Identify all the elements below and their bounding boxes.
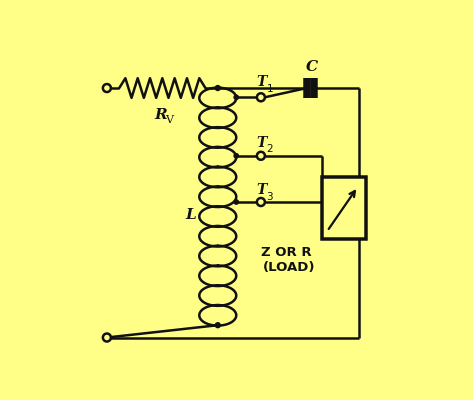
Text: L: L	[185, 208, 196, 222]
Circle shape	[234, 95, 238, 100]
Circle shape	[103, 84, 111, 92]
Text: Z OR R: Z OR R	[261, 246, 312, 259]
Text: T: T	[256, 76, 267, 90]
Bar	[323, 177, 366, 239]
Text: 1: 1	[266, 84, 273, 94]
Circle shape	[257, 152, 265, 160]
Circle shape	[234, 200, 238, 204]
Text: 2: 2	[266, 144, 273, 154]
Text: R: R	[155, 108, 167, 122]
Text: C: C	[306, 60, 318, 74]
Circle shape	[103, 334, 111, 342]
Text: T: T	[256, 136, 267, 150]
Circle shape	[257, 93, 265, 101]
Circle shape	[215, 323, 220, 328]
Text: 3: 3	[266, 192, 273, 202]
Circle shape	[257, 198, 265, 206]
Circle shape	[215, 86, 220, 90]
Text: T: T	[256, 183, 267, 197]
Text: (LOAD): (LOAD)	[263, 261, 315, 274]
Circle shape	[234, 154, 238, 158]
Text: V: V	[165, 116, 173, 126]
